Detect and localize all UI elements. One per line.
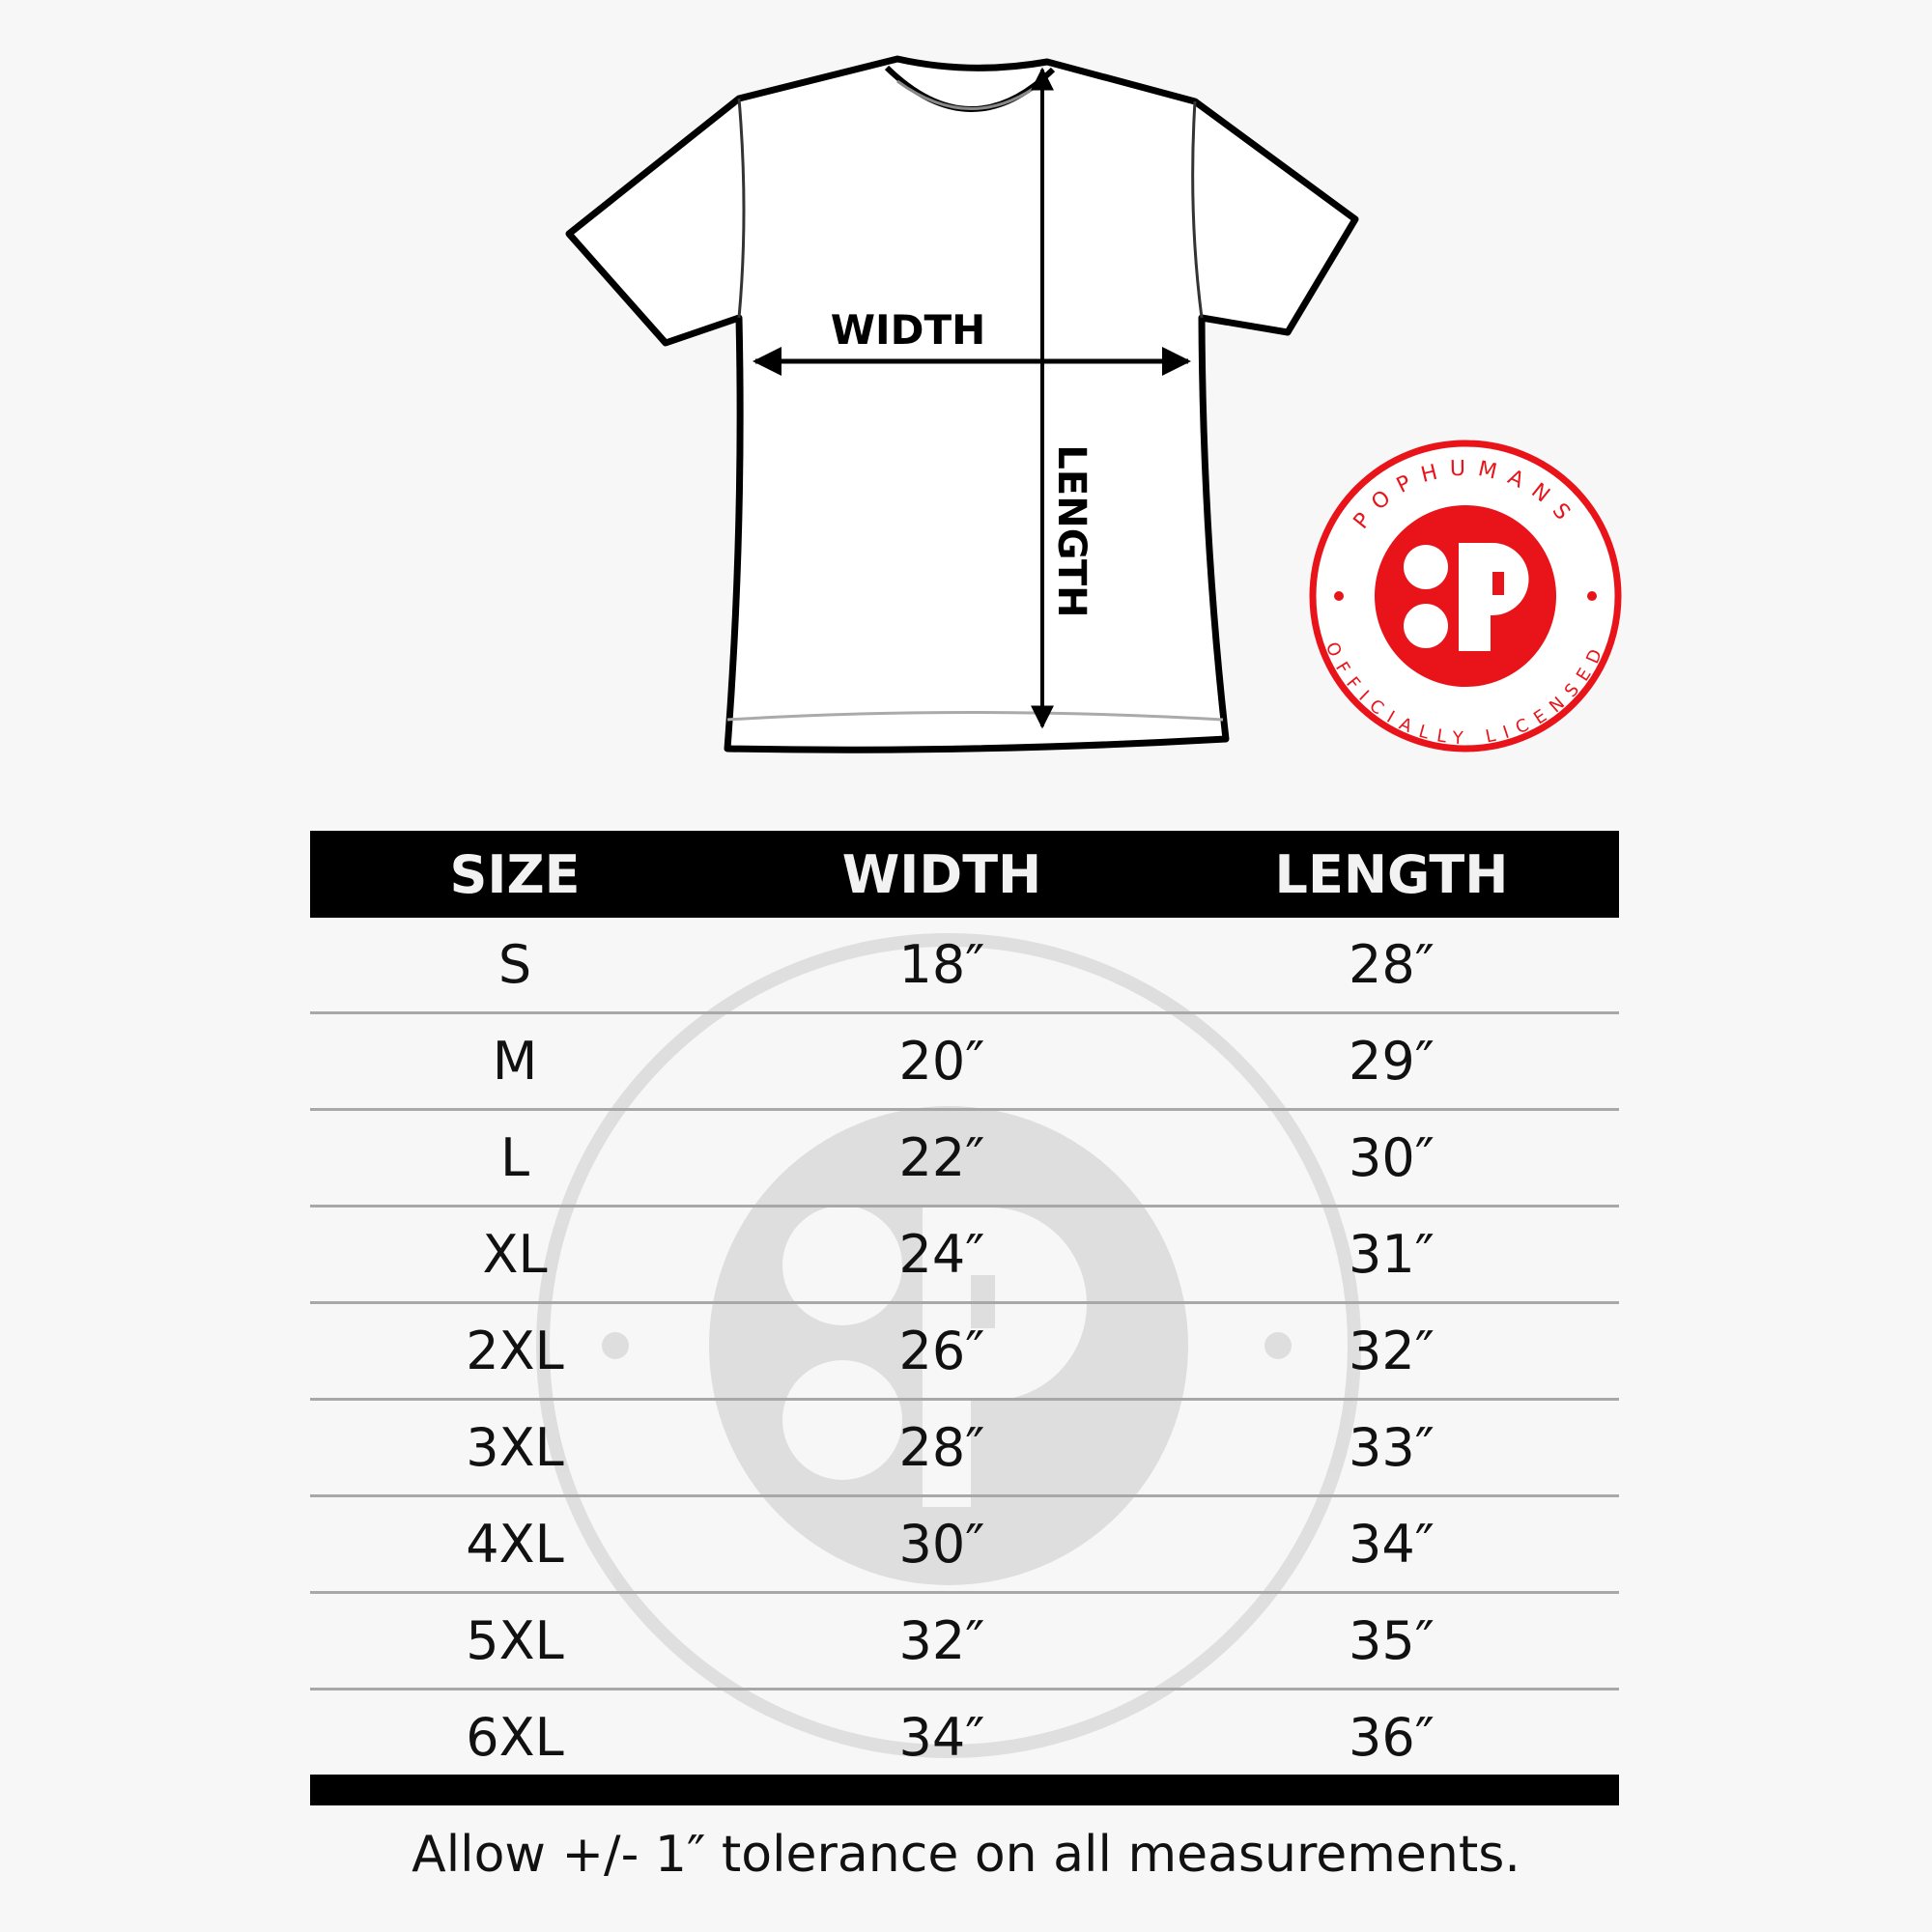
width-cell: 28″ [898, 1417, 985, 1478]
length-cell: 28″ [1349, 934, 1435, 995]
table-row: 4XL 30″ 34″ [310, 1497, 1619, 1594]
length-cell: 36″ [1349, 1707, 1435, 1768]
header-width: WIDTH [841, 843, 1042, 905]
size-cell: 3XL [466, 1417, 564, 1478]
width-cell: 30″ [898, 1514, 985, 1575]
width-cell: 34″ [898, 1707, 985, 1768]
size-chart-table: SIZE WIDTH LENGTH S 18″ 28″ M 20″ 29″ L 22″ 30″ X… [310, 831, 1619, 1784]
table-row: M 20″ 29″ [310, 1014, 1619, 1111]
length-cell: 34″ [1349, 1514, 1435, 1575]
size-cell: 5XL [466, 1610, 564, 1671]
width-cell: 18″ [898, 934, 985, 995]
length-label: LENGTH [1049, 444, 1094, 617]
table-row: L 22″ 30″ [310, 1111, 1619, 1208]
table-body: S 18″ 28″ M 20″ 29″ L 22″ 30″ XL 24″ 31″ 2XL 26″ 32″ 3X… [310, 918, 1619, 1784]
table-row: 2XL 26″ 32″ [310, 1304, 1619, 1401]
length-cell: 29″ [1349, 1031, 1435, 1092]
watermark-logo [536, 933, 1361, 1758]
size-cell: XL [482, 1224, 548, 1285]
table-row: 5XL 32″ 35″ [310, 1594, 1619, 1690]
size-cell: 2XL [466, 1321, 564, 1381]
width-cell: 26″ [898, 1321, 985, 1381]
length-cell: 32″ [1349, 1321, 1435, 1381]
table-row: XL 24″ 31″ [310, 1208, 1619, 1304]
size-cell: S [497, 934, 532, 995]
size-cell: 4XL [466, 1514, 564, 1575]
table-bottom-bar [310, 1775, 1619, 1805]
width-cell: 20″ [898, 1031, 985, 1092]
tolerance-note: Allow +/- 1″ tolerance on all measuremen… [412, 1826, 1520, 1884]
width-label: WIDTH [831, 306, 986, 354]
officially-licensed-badge: POPHUMANS OFFICIALLY LICENSED [1309, 440, 1622, 753]
length-cell: 30″ [1349, 1127, 1435, 1188]
length-cell: 31″ [1349, 1224, 1435, 1285]
tshirt-diagram: WIDTH LENGTH [565, 55, 1359, 753]
table-row: S 18″ 28″ [310, 918, 1619, 1014]
table-row: 3XL 28″ 33″ [310, 1401, 1619, 1497]
header-length: LENGTH [1274, 843, 1509, 905]
length-cell: 33″ [1349, 1417, 1435, 1478]
size-cell: M [492, 1031, 538, 1092]
table-header: SIZE WIDTH LENGTH [310, 831, 1619, 918]
header-size: SIZE [449, 843, 581, 905]
width-cell: 22″ [898, 1127, 985, 1188]
width-cell: 32″ [898, 1610, 985, 1671]
table-row: 6XL 34″ 36″ [310, 1690, 1619, 1784]
size-cell: 6XL [466, 1707, 564, 1768]
size-cell: L [499, 1127, 530, 1188]
length-cell: 35″ [1349, 1610, 1435, 1671]
width-cell: 24″ [898, 1224, 985, 1285]
